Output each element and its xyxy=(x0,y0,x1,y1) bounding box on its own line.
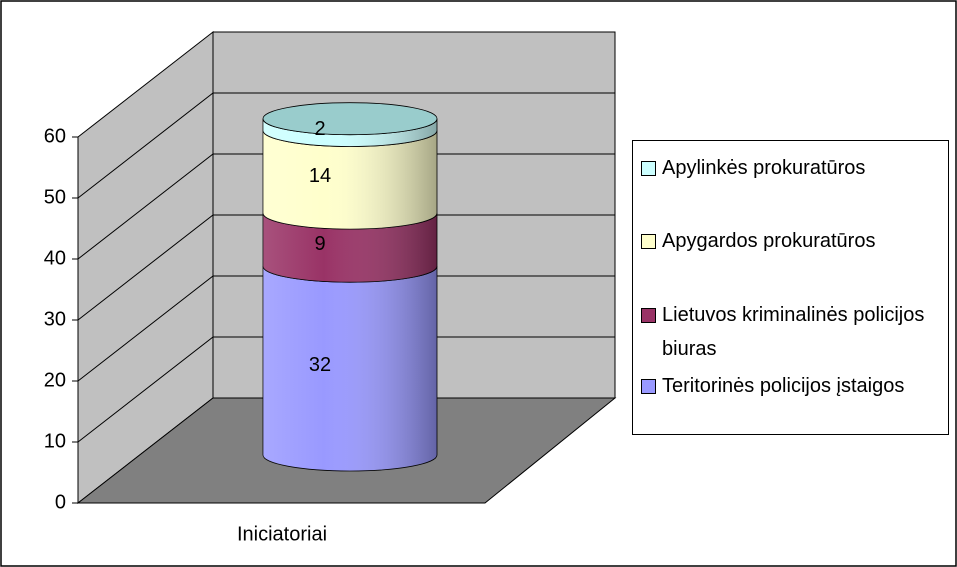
legend-swatch xyxy=(641,161,656,176)
legend-swatch xyxy=(641,308,656,323)
legend-entry: Apygardos prokuratūros xyxy=(641,224,941,258)
data-label: 9 xyxy=(314,233,325,255)
legend-swatch xyxy=(641,234,656,249)
data-label: 2 xyxy=(314,118,325,140)
legend-label: Lietuvos kriminalinės policijos biuras xyxy=(662,304,925,360)
segment-shade xyxy=(263,266,437,471)
legend-label: Apygardos prokuratūros xyxy=(662,230,876,252)
cylinder-top xyxy=(262,102,438,136)
segment-shade xyxy=(263,213,437,283)
segment-shade xyxy=(263,118,437,147)
x-tick-label: Iniciatoriai xyxy=(237,523,327,545)
grid-line xyxy=(77,214,615,321)
y-tick-label: 30 xyxy=(44,308,66,330)
legend-entry: Lietuvos kriminalinės policijos biuras xyxy=(641,298,941,366)
legend-label: Apylinkės prokuratūros xyxy=(662,157,866,179)
grid-line xyxy=(77,153,615,260)
y-tick-label: 20 xyxy=(44,369,66,391)
y-tick-label: 40 xyxy=(44,247,66,269)
segment-shade xyxy=(263,130,437,230)
legend-entry: Apylinkės prokuratūros xyxy=(641,151,941,185)
grid-line xyxy=(77,92,615,199)
legend-swatch xyxy=(641,379,656,394)
data-label: 32 xyxy=(309,354,331,376)
grid-line xyxy=(77,336,615,443)
y-tick-label: 10 xyxy=(44,430,66,452)
grid-line xyxy=(77,275,615,382)
legend: Apylinkės prokuratūros Apygardos prokurat… xyxy=(632,140,949,435)
legend-label: Teritorinės policijos įstaigos xyxy=(662,375,905,397)
legend-entry: Teritorinės policijos įstaigos xyxy=(641,369,941,403)
y-tick-label: 60 xyxy=(44,125,66,147)
data-label: 14 xyxy=(309,165,331,187)
y-tick-label: 0 xyxy=(55,491,66,513)
y-tick-label: 50 xyxy=(44,186,66,208)
